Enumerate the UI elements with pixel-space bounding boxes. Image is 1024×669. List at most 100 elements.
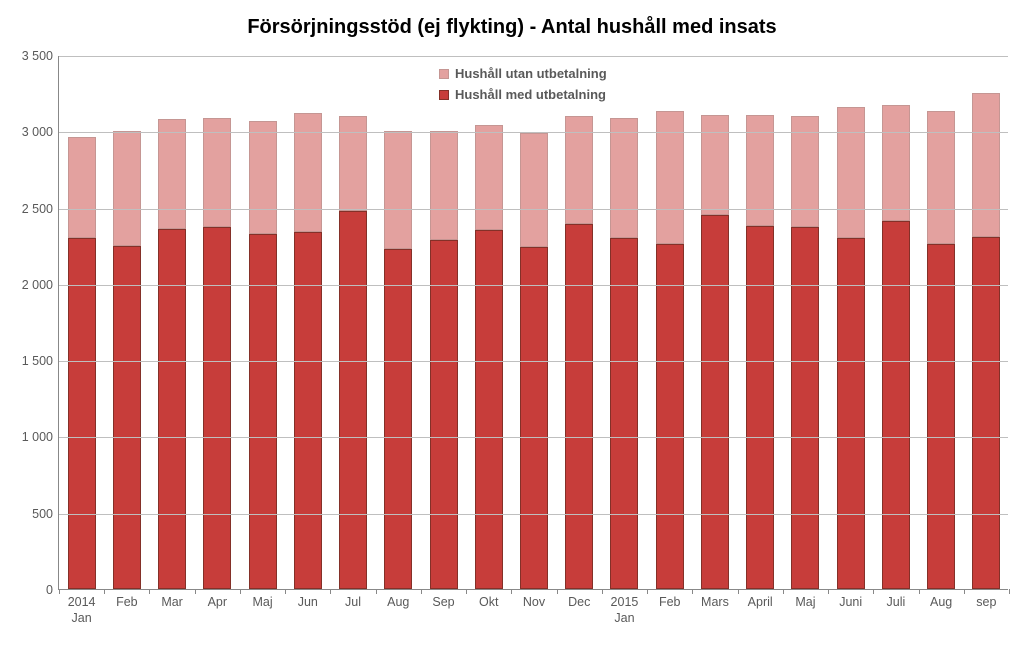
x-tick [195, 589, 196, 594]
bar-segment [158, 229, 186, 589]
x-tick-label: Dec [557, 595, 602, 611]
x-tick-label: Apr [195, 595, 240, 611]
x-tick-label: Sep [421, 595, 466, 611]
bar [68, 56, 96, 589]
bar-segment [384, 249, 412, 589]
bar-segment [203, 118, 231, 228]
bar-segment [249, 121, 277, 234]
bar [927, 56, 955, 589]
x-tick-label: Aug [376, 595, 421, 611]
x-tick-label: Okt [466, 595, 511, 611]
bar [249, 56, 277, 589]
x-tick [557, 589, 558, 594]
bars-layer [59, 56, 1008, 589]
x-tick [873, 589, 874, 594]
bar [475, 56, 503, 589]
bar [203, 56, 231, 589]
bar-segment [520, 247, 548, 589]
gridline [59, 361, 1008, 362]
x-tick-label: Mars [692, 595, 737, 611]
bar-segment [339, 211, 367, 589]
x-tick-label: Juni [828, 595, 873, 611]
x-tick-label: April [738, 595, 783, 611]
bar-segment [249, 234, 277, 589]
bar-segment [384, 131, 412, 248]
bar-segment [656, 244, 684, 589]
bar-segment [610, 118, 638, 239]
bar [294, 56, 322, 589]
legend-label: Hushåll med utbetalning [455, 87, 606, 102]
chart-title: Försörjningsstöd (ej flykting) - Antal h… [0, 16, 1024, 39]
bar-segment [972, 237, 1000, 589]
bar-segment [882, 105, 910, 221]
x-tick-label: Jun [285, 595, 330, 611]
bar [158, 56, 186, 589]
x-tick [647, 589, 648, 594]
y-tick-label: 0 [46, 583, 59, 597]
bar-segment [565, 224, 593, 589]
x-tick [59, 589, 60, 594]
bar-segment [701, 115, 729, 216]
x-tick-label: Maj [783, 595, 828, 611]
x-tick-label: Mar [149, 595, 194, 611]
legend-label: Hushåll utan utbetalning [455, 66, 607, 81]
x-tick [285, 589, 286, 594]
bar [746, 56, 774, 589]
y-tick-label: 2 500 [22, 202, 59, 216]
bar [656, 56, 684, 589]
bar-segment [430, 131, 458, 239]
bar [339, 56, 367, 589]
bar-segment [610, 238, 638, 589]
x-tick [240, 589, 241, 594]
x-tick-label: Feb [104, 595, 149, 611]
bar [791, 56, 819, 589]
y-tick-label: 3 000 [22, 125, 59, 139]
bar-segment [339, 116, 367, 211]
bar [430, 56, 458, 589]
bar-segment [203, 227, 231, 589]
x-tick [738, 589, 739, 594]
gridline [59, 285, 1008, 286]
bar [384, 56, 412, 589]
x-tick-label: Jul [330, 595, 375, 611]
x-tick [104, 589, 105, 594]
legend-item: Hushåll utan utbetalning [439, 66, 607, 81]
gridline [59, 209, 1008, 210]
bar-segment [701, 215, 729, 589]
bar-segment [113, 131, 141, 245]
legend-swatch [439, 69, 449, 79]
x-tick [511, 589, 512, 594]
bar-segment [927, 244, 955, 589]
legend-item: Hushåll med utbetalning [439, 87, 607, 102]
x-tick [421, 589, 422, 594]
x-tick [692, 589, 693, 594]
bar [882, 56, 910, 589]
x-tick [828, 589, 829, 594]
x-tick [149, 589, 150, 594]
x-tick [964, 589, 965, 594]
y-tick-label: 500 [32, 507, 59, 521]
x-tick-label: Feb [647, 595, 692, 611]
x-tick [1009, 589, 1010, 594]
x-tick [783, 589, 784, 594]
x-tick-label: Juli [873, 595, 918, 611]
y-tick-label: 1 000 [22, 430, 59, 444]
bar [565, 56, 593, 589]
bar-segment [746, 226, 774, 589]
x-tick-label: Nov [511, 595, 556, 611]
x-axis-labels: 2014 JanFebMarAprMajJunJulAugSepOktNovDe… [59, 589, 1008, 639]
bar-segment [837, 238, 865, 589]
bar [520, 56, 548, 589]
x-tick [330, 589, 331, 594]
bar-segment [882, 221, 910, 589]
y-tick-label: 1 500 [22, 354, 59, 368]
legend: Hushåll utan utbetalning Hushåll med utbe… [439, 66, 607, 102]
bar-segment [68, 137, 96, 238]
bar-segment [520, 133, 548, 247]
bar-segment [158, 119, 186, 229]
x-tick-label: Maj [240, 595, 285, 611]
bar [837, 56, 865, 589]
x-tick [376, 589, 377, 594]
bar-segment [837, 107, 865, 238]
y-tick-label: 3 500 [22, 49, 59, 63]
